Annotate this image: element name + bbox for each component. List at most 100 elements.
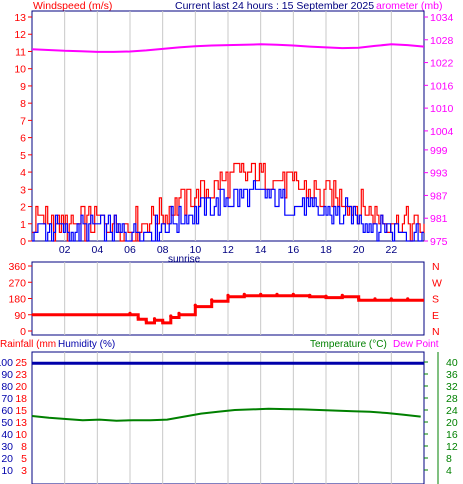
temperature-tick-label: 36 [446,369,458,381]
wind-direction-point [136,316,140,320]
windspeed-tick-label: 8 [20,98,26,110]
temperature-tick-label: 4 [446,465,452,477]
direction-tick-label: 0 [20,326,26,338]
x-tick-label: 12 [222,244,234,256]
x-tick-label: 06 [124,244,136,256]
humidity-tick-label: 60 [1,405,13,417]
temperature-label: Temperature (°C) [310,339,387,350]
rainfall-tick-label: 25 [15,357,27,369]
x-tick-label: 02 [59,244,71,256]
wind-pressure-grid [64,11,392,241]
barometer-tick-label: 1010 [430,103,454,115]
direction-tick-label: 270 [8,277,26,289]
temperature-tick-label: 40 [446,357,458,369]
humidity-tick-label: 70 [1,393,13,405]
barometer-tick-label: 993 [430,168,448,180]
barometer-tick-label: 975 [430,236,448,248]
x-tick-label: 16 [287,244,299,256]
windspeed-axis-label: Windspeed (m/s) [33,0,112,12]
windspeed-tick-label: 6 [20,133,26,145]
rainfall-tick-label: 18 [15,393,27,405]
temperature-tick-label: 20 [446,417,458,429]
windspeed-tick-label: 7 [20,115,26,127]
barometer-axis-label: arometer (mb) [376,0,443,12]
compass-label: N [432,261,440,273]
windspeed-tick-label: 4 [20,167,26,179]
humidity-tick-label: 100 [0,357,13,369]
direction-tick-label: 360 [8,261,26,273]
wind-direction-point [357,297,361,301]
dewpoint-label: Dew Point [393,339,439,350]
wind-direction-point [389,297,393,301]
wind-direction-point [406,297,410,301]
wind-direction-point [169,314,173,318]
wind-direction-series-line [32,294,424,325]
barometer-tick-label: 1004 [430,126,454,138]
windspeed-tick-label: 13 [14,12,26,24]
wind-direction-point [275,292,279,296]
temperature-series-line [31,407,421,422]
direction-tick-label: 90 [14,310,26,322]
windspeed-tick-label: 5 [20,150,26,162]
wind-direction-point [210,298,214,302]
wind-direction-point [128,311,132,315]
temperature-tick-label: 32 [446,381,458,393]
rainfall-tick-label: 3 [21,465,27,477]
temperature-tick-label: 8 [446,453,452,465]
rainfall-tick-label: 20 [15,381,27,393]
humidity-temperature-grid [64,352,392,484]
temperature-tick-label: 12 [446,441,458,453]
direction-tick-label: 180 [8,294,26,306]
barometer-tick-label: 999 [430,145,448,157]
windspeed-tick-label: 11 [15,46,26,58]
x-tick-label: 04 [91,244,103,256]
rainfall-tick-label: 10 [15,429,27,441]
wind-direction-point [308,293,312,297]
x-tick-label: 20 [353,244,365,256]
windspeed-tick-label: 3 [20,184,26,196]
gust-series-line [32,180,424,242]
windspeed-tick-label: 9 [20,81,26,93]
x-tick-label: 10 [189,244,201,256]
chart-title: Current last 24 hours : 15 September 202… [175,0,374,12]
wind-direction-point [340,293,344,297]
barometer-tick-label: 1028 [430,35,454,47]
humidity-tick-label: 50 [1,417,13,429]
windspeed-tick-label: 10 [14,64,26,76]
rainfall-tick-label: 13 [15,417,27,429]
wind-direction-point [177,311,181,315]
windspeed-tick-label: 2 [20,202,26,214]
rainfall-tick-label: 15 [15,405,27,417]
compass-label: W [432,277,442,289]
compass-label: S [432,294,439,306]
compass-label: N [432,326,440,338]
barometer-tick-label: 1034 [430,12,454,24]
humidity-tick-label: 40 [1,429,13,441]
humidity-tick-label: 80 [1,381,13,393]
wind-direction-point [226,293,230,297]
rainfall-tick-label: 5 [21,453,27,465]
wind-direction-point [161,319,165,323]
wind-direction-point [193,303,197,307]
humidity-tick-label: 20 [1,453,13,465]
wind-direction-point [373,297,377,301]
rainfall-tick-label: 8 [21,441,27,453]
axis-ticks: 02 04 06 08 10 12 14 16 18 20 22012345678910111213… [0,12,458,484]
barometer-tick-label: 981 [430,213,448,225]
barometer-tick-label: 987 [430,190,448,202]
wind-direction-point [144,319,148,323]
temperature-tick-label: 24 [446,405,458,417]
x-tick-label: 08 [157,244,169,256]
windspeed-tick-label: 0 [20,236,26,248]
wind-direction-point [242,292,246,296]
humidity-tick-label: 30 [1,441,13,453]
wind-direction-point [152,317,157,321]
windspeed-tick-label: 1 [20,219,26,231]
barometer-tick-label: 1022 [430,58,454,70]
sunrise-label: sunrise [168,254,201,265]
wind-pressure-marks [31,43,425,242]
humidity-tick-label: 90 [1,369,13,381]
x-tick-label: 14 [255,244,267,256]
rainfall-tick-label: 23 [15,369,27,381]
